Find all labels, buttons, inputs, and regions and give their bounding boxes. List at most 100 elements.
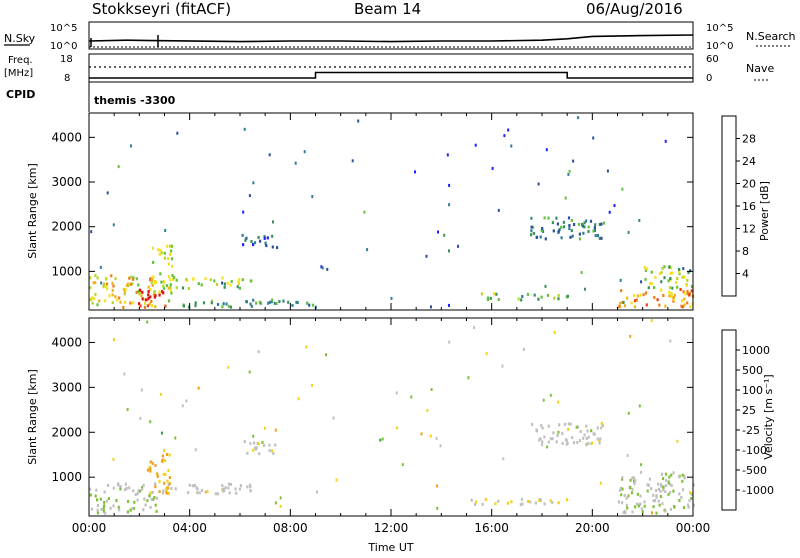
power-cell — [686, 290, 689, 293]
power-cell — [93, 297, 96, 301]
power-cell — [660, 288, 663, 292]
power-cell — [223, 282, 226, 286]
velocity-y-axis: 1000 2000 3000 4000 — [51, 335, 693, 484]
velocity-colorbar-frame — [721, 329, 737, 511]
velocity-cell — [126, 510, 129, 514]
power-cell — [237, 282, 240, 285]
power-cell — [564, 196, 567, 200]
power-cell — [660, 271, 663, 275]
power-cell — [598, 236, 601, 240]
velocity-cell — [156, 475, 159, 478]
power-cell — [135, 290, 138, 294]
velocity-cell — [395, 391, 398, 395]
power-cell — [160, 280, 163, 284]
power-cell — [94, 292, 97, 296]
velocity-cell — [633, 482, 636, 486]
power-cell — [602, 221, 606, 225]
power-cell — [662, 294, 665, 297]
power-cell — [673, 293, 676, 297]
velocity-cell — [639, 502, 642, 506]
power-cell — [540, 229, 543, 232]
power-cell — [111, 288, 114, 292]
power-cell — [151, 276, 154, 280]
velocity-cell — [681, 488, 685, 492]
velocity-cell — [587, 435, 590, 439]
velocity-cell — [678, 499, 681, 502]
power-cell — [448, 183, 451, 187]
velocity-cell — [598, 441, 601, 445]
velocity-cell — [127, 500, 130, 503]
velocity-cell — [617, 500, 620, 504]
velocity-cell — [557, 400, 560, 404]
power-cell — [644, 291, 648, 295]
velocity-cell — [531, 422, 534, 426]
velocity-cell — [637, 504, 640, 508]
power-cell — [633, 294, 636, 297]
power-cell — [273, 301, 276, 305]
velocity-cell — [249, 485, 252, 489]
y-tick-label: 2000 — [51, 425, 82, 439]
power-cell — [653, 296, 656, 300]
velocity-cell — [678, 492, 681, 496]
power-cell — [530, 233, 533, 237]
power-cell — [596, 234, 600, 237]
power-x-ticks — [88, 113, 694, 310]
power-cell — [242, 243, 245, 247]
power-cell — [676, 285, 679, 289]
velocity-cell — [586, 429, 589, 433]
power-cell — [448, 303, 450, 307]
power-cell — [102, 282, 105, 286]
velocity-cell — [246, 485, 249, 489]
power-cell — [167, 299, 171, 303]
velocity-cell — [332, 416, 335, 420]
power-cell — [129, 282, 132, 286]
power-cell — [187, 287, 190, 290]
power-cell — [679, 288, 682, 291]
velocity-cell — [258, 452, 261, 456]
velocity-cell — [556, 434, 559, 437]
velocity-cell — [166, 479, 169, 483]
freq-left-tick-bottom: 8 — [64, 73, 70, 84]
velocity-cell — [540, 424, 543, 428]
velocity-cell — [585, 437, 588, 440]
velocity-cell — [188, 483, 191, 487]
series-line-nsky — [88, 34, 694, 43]
velocity-cell — [144, 503, 147, 507]
velocity-cell — [494, 502, 497, 506]
velocity-cell — [420, 432, 423, 436]
velocity-cell — [672, 489, 675, 493]
velocity-cell — [274, 428, 277, 432]
series-line-freq — [89, 71, 693, 79]
velocity-cell — [626, 506, 629, 510]
power-cell — [267, 301, 270, 305]
power-cell — [167, 262, 170, 266]
power-cell — [155, 280, 158, 284]
power-cell — [495, 292, 498, 296]
power-cell — [96, 303, 99, 307]
velocity-colorbar-tick-label: 25 — [742, 404, 756, 417]
power-cell — [169, 283, 172, 287]
velocity-cell — [557, 430, 560, 434]
velocity-cell — [155, 496, 158, 500]
power-cell — [162, 291, 165, 295]
power-cell — [215, 282, 219, 286]
velocity-cell — [634, 479, 637, 483]
power-cell — [146, 304, 149, 308]
power-cell — [587, 230, 590, 233]
velocity-cell — [239, 484, 243, 488]
velocity-cell — [149, 469, 152, 473]
velocity-cell — [636, 502, 639, 506]
velocity-cell — [631, 510, 634, 514]
power-cell — [143, 302, 147, 305]
power-cell — [124, 287, 127, 291]
velocity-cell — [115, 499, 118, 503]
date-title: 06/Aug/2016 — [586, 0, 683, 18]
power-cell — [664, 304, 667, 308]
velocity-cell — [96, 508, 99, 512]
power-cell — [129, 301, 132, 305]
velocity-cell — [535, 428, 538, 432]
power-cell — [594, 234, 597, 238]
power-cell — [566, 294, 569, 298]
velocity-cell — [119, 487, 122, 491]
velocity-cell — [652, 499, 655, 503]
